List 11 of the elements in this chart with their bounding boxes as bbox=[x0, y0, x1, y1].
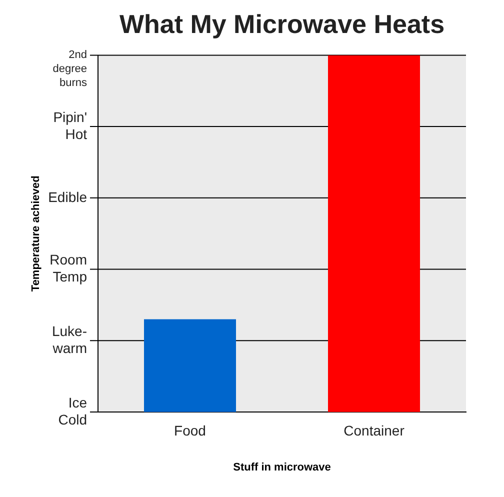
x-tick-label: Food bbox=[174, 422, 206, 438]
y-axis-title: Temperature achieved bbox=[30, 176, 42, 292]
text: Ice Cold bbox=[58, 394, 88, 428]
text: Pipin' Hot bbox=[53, 108, 88, 142]
text: Edible bbox=[48, 188, 88, 205]
text: Luke-warm bbox=[52, 323, 88, 356]
x-axis-title: Stuff in microwave bbox=[233, 461, 331, 474]
chart-title: What My Microwave Heats bbox=[119, 8, 445, 39]
text: Room Temp bbox=[50, 252, 88, 285]
text: 2nd degree burns bbox=[52, 49, 88, 90]
x-tick-label: Container bbox=[344, 422, 405, 438]
